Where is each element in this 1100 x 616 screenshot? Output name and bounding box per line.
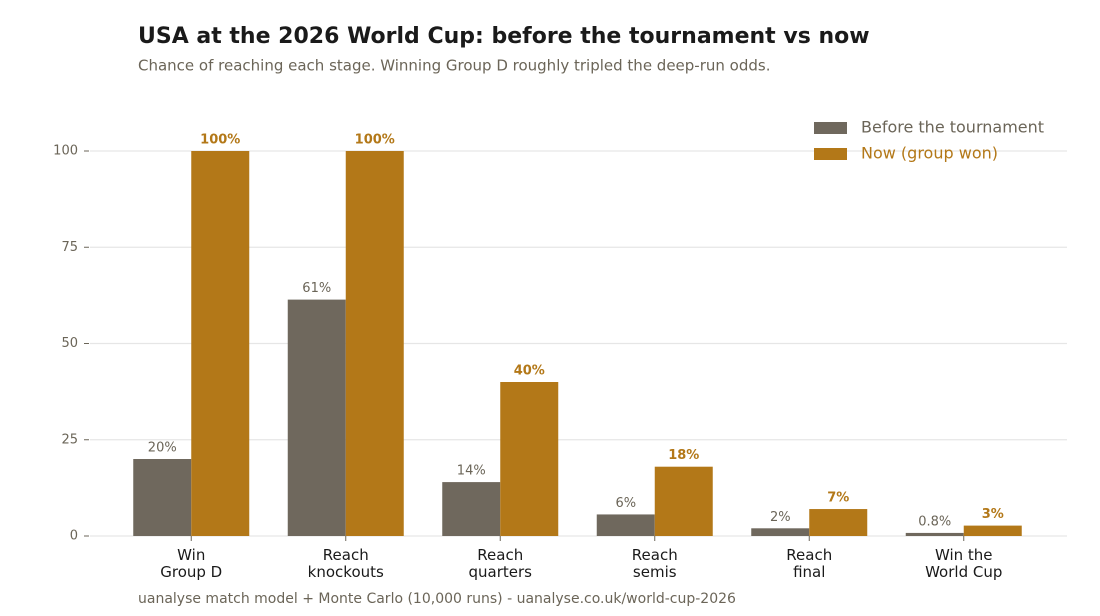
x-tick-label: Win the World Cup (925, 546, 1002, 581)
legend-swatch (814, 148, 847, 160)
value-label: 100% (200, 133, 240, 148)
value-label: 14% (457, 464, 486, 479)
footer: uanalyse match model + Monte Carlo (10,0… (138, 591, 736, 607)
bar (287, 299, 346, 536)
y-tick-label: 100 (53, 144, 78, 159)
x-tick-label: Reach final (786, 546, 832, 581)
legend-swatch (814, 122, 847, 134)
bar (963, 525, 1022, 536)
bar (133, 459, 192, 536)
value-label: 40% (514, 364, 545, 379)
chart-subtitle: Chance of reaching each stage. Winning G… (138, 57, 770, 75)
legend-label: Before the tournament (861, 118, 1044, 137)
bar (751, 528, 810, 536)
chart-title: USA at the 2026 World Cup: before the to… (138, 24, 870, 49)
value-label: 3% (982, 507, 1004, 522)
value-label: 100% (355, 133, 395, 148)
value-label: 20% (148, 441, 177, 456)
x-tick-label: Win Group D (160, 546, 222, 581)
value-label: 18% (668, 448, 699, 463)
legend-label: Now (group won) (861, 144, 998, 163)
x-tick-label: Reach knockouts (308, 546, 384, 581)
bar (654, 466, 713, 536)
y-tick-label: 25 (61, 432, 78, 447)
value-label: 2% (770, 510, 791, 525)
y-tick-label: 0 (70, 529, 78, 544)
bar (905, 532, 964, 536)
x-tick-label: Reach quarters (469, 546, 533, 581)
value-label: 0.8% (918, 514, 951, 529)
bar (500, 382, 559, 536)
value-label: 61% (302, 281, 331, 296)
y-tick-label: 75 (61, 240, 78, 255)
value-label: 7% (827, 491, 849, 506)
bar (442, 482, 501, 536)
y-tick-label: 50 (61, 336, 78, 351)
bar (596, 514, 655, 536)
bar (191, 151, 250, 536)
bar (345, 151, 404, 536)
bar (809, 509, 868, 536)
x-tick-label: Reach semis (632, 546, 678, 581)
value-label: 6% (615, 496, 636, 511)
